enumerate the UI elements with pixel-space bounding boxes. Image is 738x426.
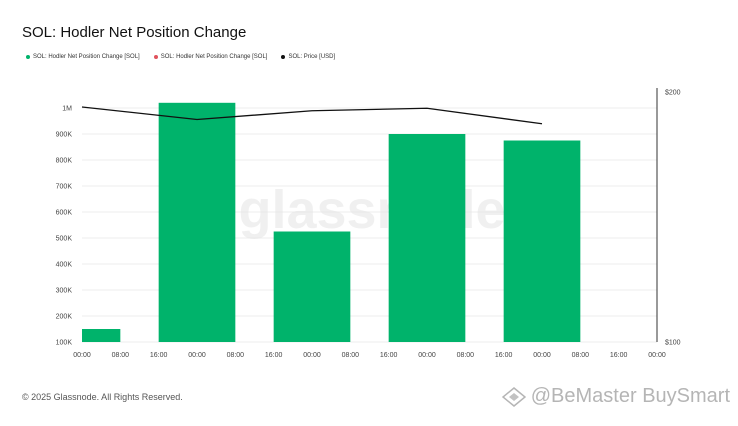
- bar: [158, 102, 236, 342]
- brand-text: @BeMaster BuySmart: [530, 385, 730, 407]
- y-tick-label: 1M: [62, 106, 72, 113]
- legend-item-price[interactable]: SOL: Price [USD]: [281, 54, 335, 60]
- x-tick-label: 00:00: [533, 352, 551, 359]
- x-tick-label: 08:00: [227, 352, 245, 359]
- x-tick-label: 00:00: [303, 352, 321, 359]
- chart-title: SOL: Hodler Net Position Change: [22, 24, 247, 41]
- legend-label: SOL: Hodler Net Position Change [SOL]: [160, 54, 268, 60]
- legend-swatch-red: [153, 55, 158, 59]
- legend-item-bars-negative[interactable]: SOL: Hodler Net Position Change [SOL]: [153, 54, 268, 60]
- y-tick-label: 200K: [56, 314, 73, 321]
- x-tick-label: 08:00: [342, 352, 360, 359]
- chart-legend: SOL: Hodler Net Position Change [SOL] SO…: [26, 54, 335, 60]
- y-tick-label: 900K: [56, 132, 73, 139]
- y-tick-label: 400K: [56, 262, 73, 269]
- x-tick-label: 00:00: [648, 352, 666, 359]
- x-tick-label: 00:00: [188, 352, 206, 359]
- x-tick-label: 16:00: [495, 352, 513, 359]
- price-line-layer: [81, 106, 543, 125]
- axis-layer: 100K 200K 300K 400K 500K 600K 700K 800K 900K 1M $1…: [56, 88, 681, 359]
- x-tick-label: 08:00: [457, 352, 475, 359]
- y-right-tick-label: $200: [665, 90, 681, 97]
- legend-label: SOL: Price [USD]: [288, 54, 336, 60]
- bar: [82, 329, 121, 342]
- x-tick-label: 08:00: [112, 352, 130, 359]
- y-right-tick-label: $100: [665, 340, 681, 347]
- legend-item-bars-positive[interactable]: SOL: Hodler Net Position Change [SOL]: [26, 54, 140, 60]
- x-tick-label: 16:00: [150, 352, 168, 359]
- x-tick-label: 16:00: [610, 352, 628, 359]
- y-tick-label: 500K: [56, 236, 73, 243]
- x-tick-label: 08:00: [572, 352, 590, 359]
- x-tick-label: 16:00: [265, 352, 283, 359]
- y-tick-label: 100K: [56, 340, 73, 347]
- x-tick-label: 00:00: [73, 352, 91, 359]
- y-tick-label: 800K: [56, 158, 73, 165]
- glassnode-watermark: glassnode: [238, 180, 505, 240]
- y-tick-label: 700K: [56, 184, 73, 191]
- bar: [503, 140, 581, 342]
- y-tick-label: 600K: [56, 210, 73, 217]
- legend-swatch-green: [26, 55, 30, 59]
- copyright-footer: © 2025 Glassnode. All Rights Reserved.: [22, 392, 183, 402]
- legend-label: SOL: Hodler Net Position Change [SOL]: [33, 54, 140, 60]
- bar: [273, 231, 351, 342]
- legend-swatch-black: [281, 55, 286, 59]
- y-tick-label: 300K: [56, 288, 73, 295]
- brand-watermark: @BeMaster BuySmart: [501, 385, 730, 408]
- x-tick-label: 16:00: [380, 352, 398, 359]
- price-line: [81, 106, 543, 125]
- bar-layer: [82, 102, 581, 342]
- x-tick-label: 00:00: [418, 352, 436, 359]
- bar: [388, 134, 466, 342]
- diamond-logo-icon: [501, 386, 526, 407]
